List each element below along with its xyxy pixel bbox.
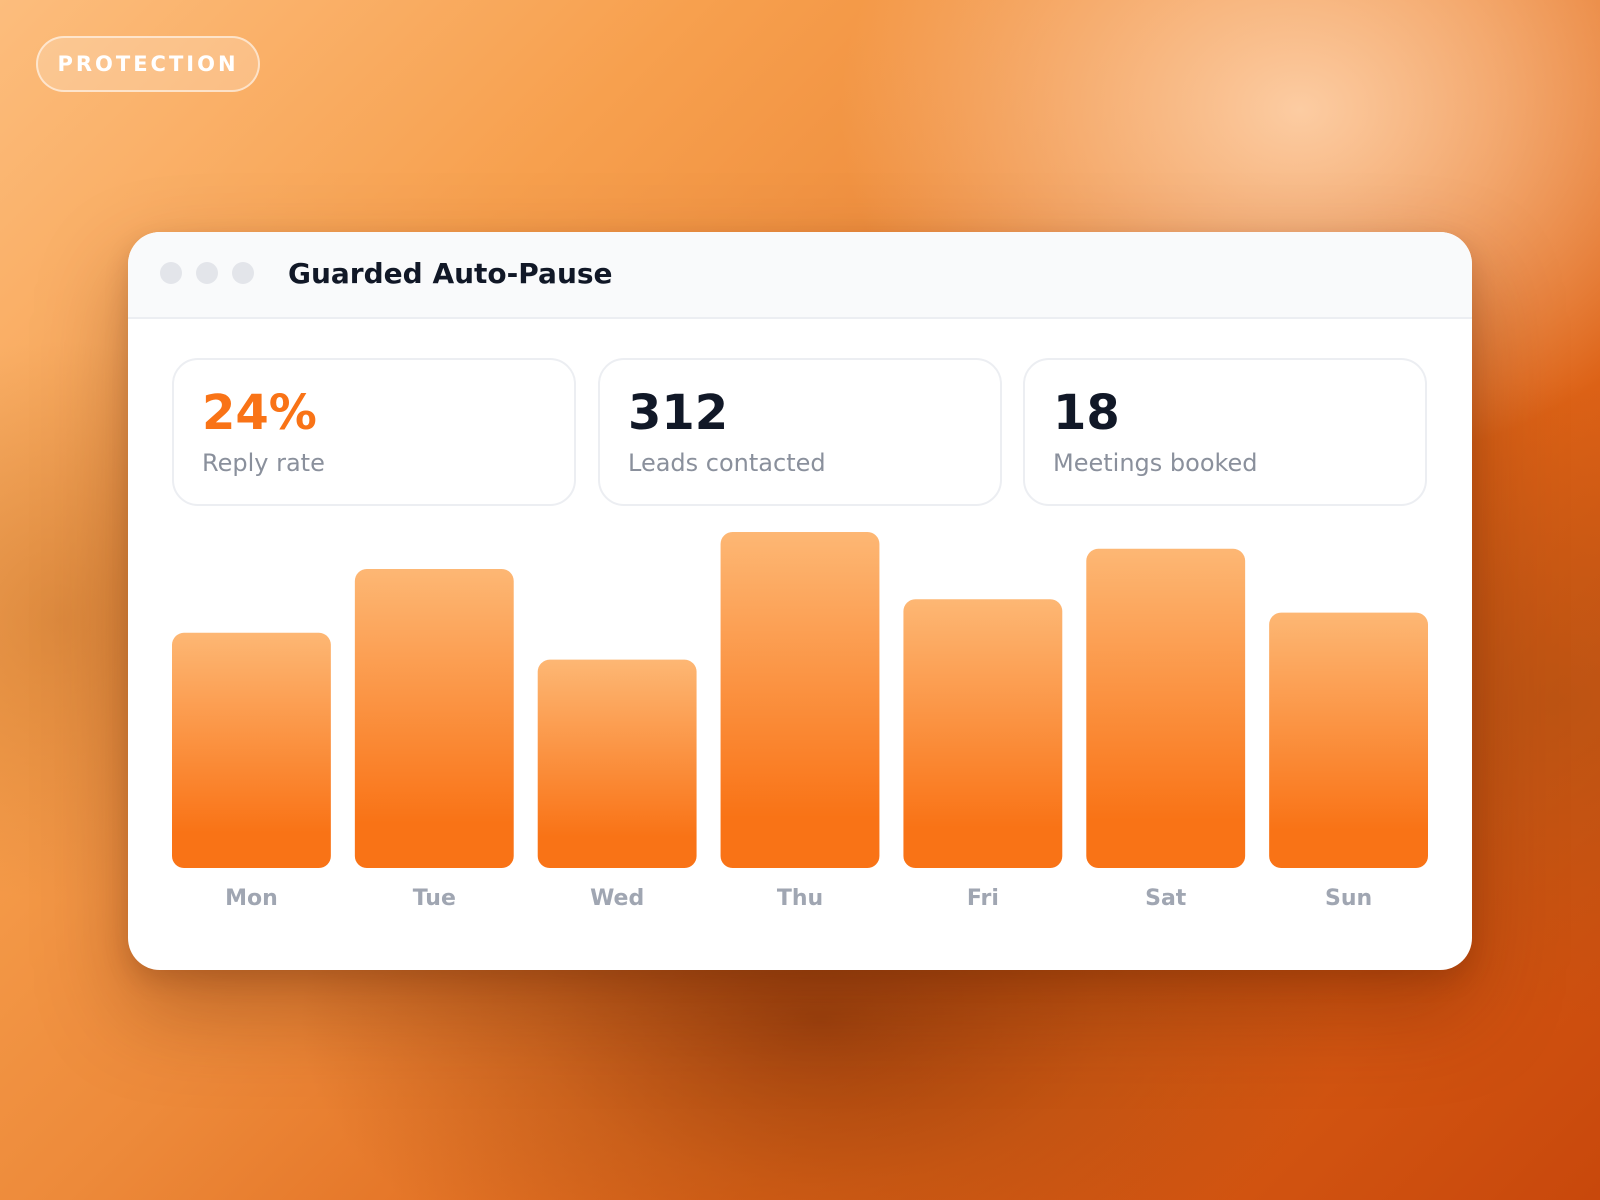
stat-value: 312 [628,385,729,441]
stat-card-reply-rate: 24% Reply rate [172,358,576,506]
bar-wed [537,659,697,868]
weekly-bar-chart: Mon Tue Wed Thu Fri Sat Sun [172,532,1428,911]
window-titlebar: Guarded Auto-Pause [128,232,1472,319]
stat-label: Reply rate [202,449,325,477]
bar-fri [903,599,1063,868]
window-minimize-dot[interactable] [196,262,218,284]
day-label-thu: Thu [777,886,823,911]
dashboard-window: Guarded Auto-Pause 24% Reply rate 312 Le… [128,232,1472,970]
window-maximize-dot[interactable] [232,262,254,284]
window-close-dot[interactable] [160,262,182,284]
stat-label: Meetings booked [1053,449,1258,477]
bar-sat [1086,548,1246,868]
bar-sun [1269,612,1428,868]
stat-card-meetings-booked: 18 Meetings booked [1023,358,1427,506]
window-title: Guarded Auto-Pause [288,257,613,290]
stat-label: Leads contacted [628,449,826,477]
bar-mon [172,632,331,868]
bar-tue [354,568,514,868]
stat-value: 18 [1053,385,1120,441]
stat-card-leads-contacted: 312 Leads contacted [598,358,1002,506]
stat-value: 24% [202,385,317,441]
day-label-sun: Sun [1325,886,1372,911]
day-label-tue: Tue [413,886,456,911]
day-label-mon: Mon [225,886,278,911]
day-label-wed: Wed [590,886,644,911]
protection-badge: PROTECTION [36,36,260,92]
day-label-sat: Sat [1145,886,1187,911]
bar-thu [720,532,880,868]
day-label-fri: Fri [967,886,999,911]
